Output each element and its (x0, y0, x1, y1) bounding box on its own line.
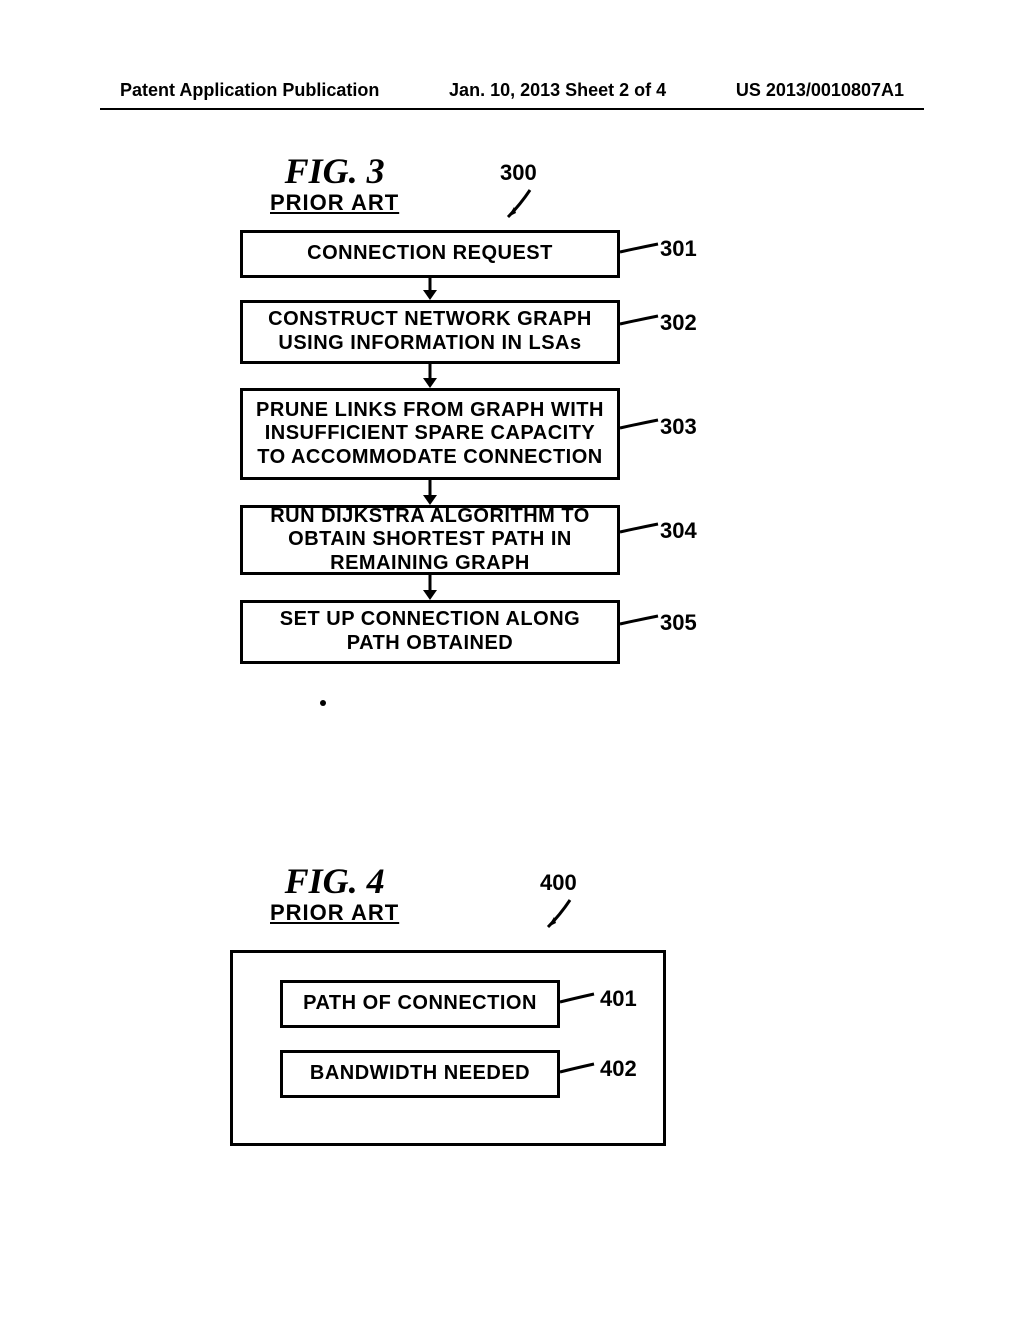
fig3-title: FIG. 3 PRIOR ART (270, 150, 399, 216)
stray-dot (320, 700, 326, 706)
page-header: Patent Application Publication Jan. 10, … (0, 80, 1024, 101)
callout-401: 401 (600, 986, 637, 1012)
arrow-down-icon (420, 480, 440, 505)
fig3-box-301-text: CONNECTION REQUEST (307, 242, 553, 266)
callout-304: 304 (660, 518, 697, 544)
patent-page: Patent Application Publication Jan. 10, … (0, 0, 1024, 1320)
callout-305: 305 (660, 610, 697, 636)
fig3-box-304: RUN DIJKSTRA ALGORITHM TO OBTAIN SHORTES… (240, 505, 620, 575)
fig4-label: FIG. 4 (270, 860, 399, 902)
fig4-refnum: 400 (540, 870, 577, 896)
fig3-box-302-text: CONSTRUCT NETWORK GRAPH USING INFORMATIO… (253, 308, 607, 355)
header-left: Patent Application Publication (120, 80, 379, 101)
fig3-box-301: CONNECTION REQUEST (240, 230, 620, 278)
arrow-down-icon (420, 364, 440, 388)
arrow-down-icon (420, 575, 440, 600)
fig4-box-401: PATH OF CONNECTION (280, 980, 560, 1028)
fig4-box-402-text: BANDWIDTH NEEDED (310, 1062, 530, 1086)
header-rule (100, 108, 924, 110)
fig4-subtitle: PRIOR ART (270, 900, 399, 926)
fig3-box-305-text: SET UP CONNECTION ALONG PATH OBTAINED (253, 608, 607, 655)
callout-301: 301 (660, 236, 697, 262)
fig3-box-304-text: RUN DIJKSTRA ALGORITHM TO OBTAIN SHORTES… (253, 505, 607, 576)
callout-303: 303 (660, 414, 697, 440)
fig4-box-402: BANDWIDTH NEEDED (280, 1050, 560, 1098)
fig3-box-305: SET UP CONNECTION ALONG PATH OBTAINED (240, 600, 620, 664)
fig3-box-303-text: PRUNE LINKS FROM GRAPH WITH INSUFFICIENT… (253, 399, 607, 470)
fig4-leader-arrow-icon (540, 895, 580, 935)
header-right: US 2013/0010807A1 (736, 80, 904, 101)
fig3-refnum: 300 (500, 160, 537, 186)
fig3-box-302: CONSTRUCT NETWORK GRAPH USING INFORMATIO… (240, 300, 620, 364)
fig3-subtitle: PRIOR ART (270, 190, 399, 216)
fig4-title: FIG. 4 PRIOR ART (270, 860, 399, 926)
fig3-box-303: PRUNE LINKS FROM GRAPH WITH INSUFFICIENT… (240, 388, 620, 480)
fig3-label: FIG. 3 (270, 150, 399, 192)
callout-402: 402 (600, 1056, 637, 1082)
fig3-leader-arrow-icon (500, 185, 540, 225)
header-center: Jan. 10, 2013 Sheet 2 of 4 (449, 80, 666, 101)
fig4-box-401-text: PATH OF CONNECTION (303, 992, 537, 1016)
callout-302: 302 (660, 310, 697, 336)
arrow-down-icon (420, 278, 440, 300)
